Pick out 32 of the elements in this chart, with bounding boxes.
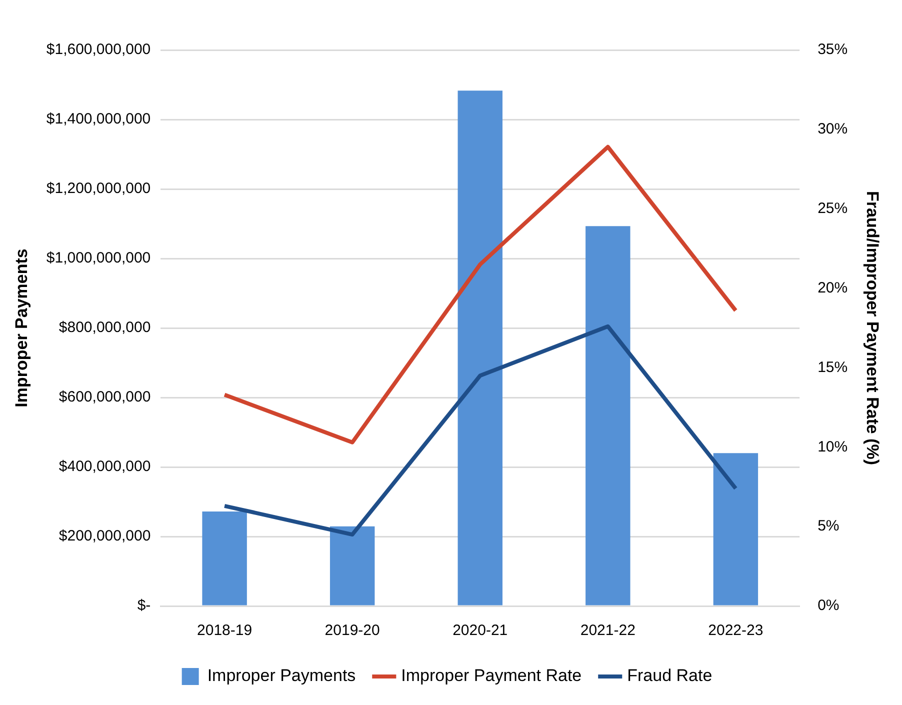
y2-tick-label: 20% [818, 279, 848, 296]
bar [586, 226, 630, 606]
bar [202, 511, 247, 606]
y2-tick-label: 30% [818, 120, 848, 138]
y-axis-title: Improper Payments [12, 248, 31, 408]
y2-tick-label: 35% [818, 41, 848, 58]
x-tick-label: 2018-19 [197, 622, 252, 640]
x-tick-label: 2021-22 [580, 622, 636, 640]
y2-tick-label: 5% [818, 518, 840, 535]
y-tick-label: $400,000,000 [58, 458, 151, 476]
y2-tick-label: 10% [818, 438, 848, 456]
y-tick-label: $1,400,000,000 [46, 110, 151, 128]
y2-tick-label: 25% [818, 200, 848, 217]
bar [330, 526, 375, 606]
bar [713, 453, 758, 606]
y-tick-label: $1,000,000,000 [46, 250, 151, 267]
x-tick-label: 2022-23 [708, 622, 764, 640]
legend-label: Improper Payments [207, 666, 356, 686]
y2-tick-label: 15% [818, 358, 848, 376]
y-tick-label: $600,000,000 [58, 388, 151, 406]
x-tick-label: 2019-20 [324, 622, 380, 640]
y2-axis-title: Fraud/Improper Payment Rate (%) [863, 191, 882, 465]
y-tick-label: $- [137, 597, 151, 614]
legend-label: Improper Payment Rate [401, 666, 582, 686]
y-tick-label: $1,600,000,000 [46, 41, 151, 58]
legend-label: Fraud Rate [627, 666, 712, 686]
y-tick-label: $1,200,000,000 [46, 180, 151, 198]
y-tick-label: $200,000,000 [58, 528, 151, 545]
x-tick-label: 2020-21 [452, 622, 508, 640]
bar [458, 90, 502, 606]
y2-tick-label: 0% [818, 597, 840, 614]
y-tick-label: $800,000,000 [58, 319, 151, 336]
